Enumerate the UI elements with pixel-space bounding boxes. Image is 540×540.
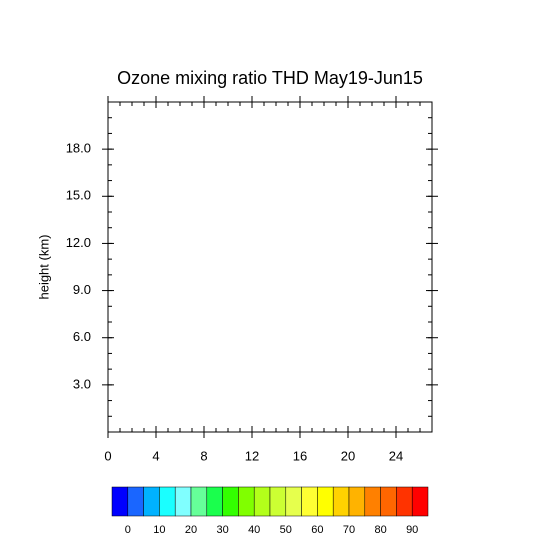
colorbar-box: [222, 486, 239, 517]
colorbar-box: [174, 486, 192, 517]
colorbar-label: 40: [248, 524, 260, 536]
colorbar-box: [411, 486, 429, 517]
colorbar-label: 50: [280, 524, 292, 536]
y-tick-label: 18.0: [66, 141, 91, 156]
colorbar-box: [396, 486, 413, 517]
y-tick-label: 12.0: [66, 235, 91, 250]
colorbar-box: [301, 486, 318, 517]
x-tick-label: 12: [245, 448, 259, 463]
y-tick-label: 3.0: [73, 376, 91, 391]
x-tick-label: 8: [200, 448, 207, 463]
colorbar-label: 70: [343, 524, 355, 536]
colorbar-box: [364, 486, 381, 517]
colorbar-label: 20: [185, 524, 197, 536]
colorbar-box: [238, 486, 255, 517]
chart-title: Ozone mixing ratio THD May19-Jun15: [117, 68, 423, 88]
colorbar-label: 10: [153, 524, 165, 536]
x-tick-label: 24: [389, 448, 403, 463]
colorbar-label: 0: [125, 524, 131, 536]
colorbar-box: [159, 486, 176, 517]
colorbar-box: [332, 486, 350, 517]
colorbar-box: [380, 486, 397, 517]
colorbar-label: 80: [374, 524, 386, 536]
plot-frame: [107, 101, 433, 433]
x-tick-label: 20: [341, 448, 355, 463]
colorbar-label: 30: [216, 524, 228, 536]
colorbar-box: [127, 486, 144, 517]
y-axis-label: height (km): [36, 234, 51, 299]
x-tick-label: 16: [293, 448, 307, 463]
y-tick-label: 9.0: [73, 282, 91, 297]
colorbar-box: [206, 486, 223, 517]
colorbar-box: [143, 486, 160, 517]
x-tick-label: 4: [152, 448, 159, 463]
colorbar-label: 90: [406, 524, 418, 536]
colorbar-box: [190, 486, 208, 517]
colorbar-box: [317, 486, 334, 517]
y-tick-label: 15.0: [66, 188, 91, 203]
colorbar-box: [269, 486, 287, 517]
x-tick-label: 0: [104, 448, 111, 463]
colorbar-box: [348, 486, 366, 517]
colorbar-box: [253, 486, 271, 517]
colorbar-label: 60: [311, 524, 323, 536]
colorbar-box: [111, 486, 129, 517]
y-tick-label: 6.0: [73, 329, 91, 344]
colorbar-box: [285, 486, 302, 517]
